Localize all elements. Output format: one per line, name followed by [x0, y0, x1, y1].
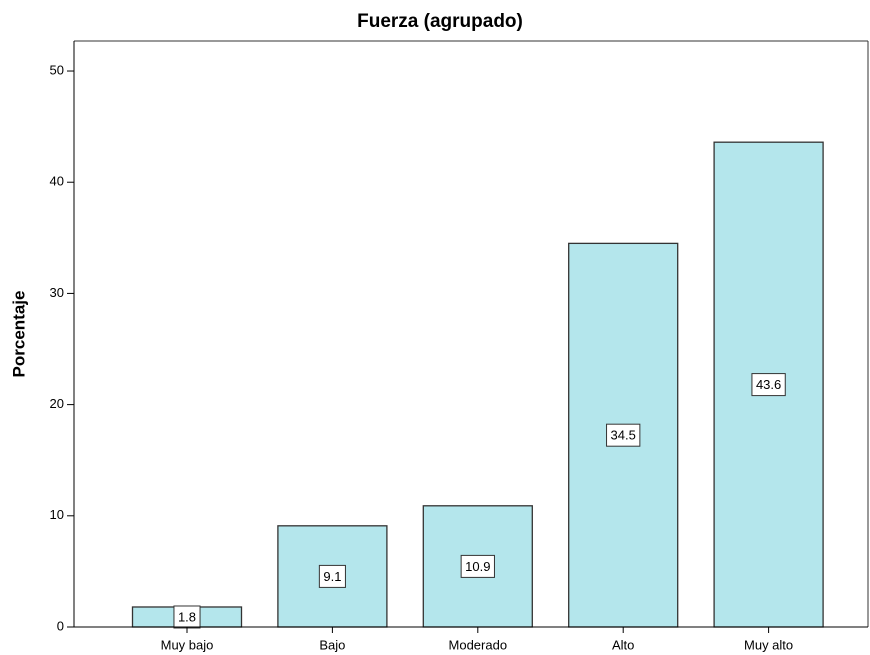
x-tick-label: Bajo — [319, 637, 345, 652]
value-label-box — [318, 564, 346, 588]
y-tick-label: 30 — [50, 285, 64, 300]
y-tick-label: 10 — [50, 507, 64, 522]
value-label-box — [606, 423, 641, 447]
x-tick-label: Muy bajo — [161, 637, 214, 652]
value-label: 1.8 — [178, 609, 196, 624]
y-axis-label: Porcentaje — [9, 291, 28, 378]
x-tick-label: Moderado — [449, 637, 508, 652]
value-label-box — [460, 554, 495, 578]
value-label: 10.9 — [465, 559, 490, 574]
y-tick-label: 40 — [50, 174, 64, 189]
value-label-box — [751, 373, 786, 397]
value-label: 43.6 — [756, 377, 781, 392]
x-tick-label: Muy alto — [744, 637, 793, 652]
value-label: 9.1 — [323, 569, 341, 584]
y-tick-label: 0 — [57, 618, 64, 633]
value-label: 34.5 — [611, 428, 636, 443]
chart-title: Fuerza (agrupado) — [357, 11, 523, 32]
y-tick-label: 50 — [50, 62, 64, 77]
x-tick-label: Alto — [612, 637, 634, 652]
y-tick-label: 20 — [50, 396, 64, 411]
